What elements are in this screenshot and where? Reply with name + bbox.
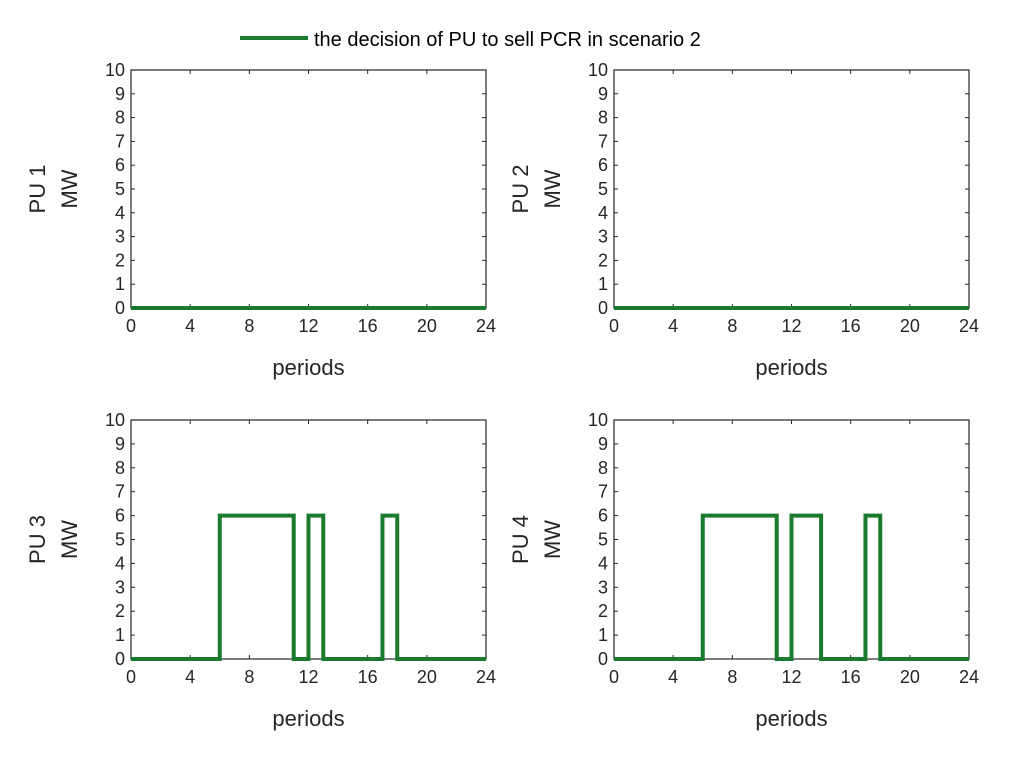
y-tick-label: 8 — [115, 108, 125, 128]
x-tick-label: 4 — [668, 667, 678, 687]
series-line — [131, 513, 486, 661]
y-tick-label: 0 — [115, 298, 125, 318]
x-tick-label: 24 — [476, 667, 496, 687]
y-tick-label: 5 — [598, 530, 608, 550]
y-tick-label: 0 — [598, 649, 608, 669]
x-tick-label: 16 — [841, 316, 861, 336]
y-axis-label-unit: MW — [540, 520, 565, 559]
y-tick-label: 2 — [115, 250, 125, 270]
y-tick-label: 9 — [115, 84, 125, 104]
x-tick-label: 8 — [727, 667, 737, 687]
y-tick-label: 6 — [115, 155, 125, 175]
y-tick-label: 0 — [598, 298, 608, 318]
y-tick-label: 4 — [598, 203, 608, 223]
y-tick-label: 3 — [598, 227, 608, 247]
y-tick-label: 8 — [598, 458, 608, 478]
y-tick-label: 4 — [115, 203, 125, 223]
y-tick-label: 6 — [115, 506, 125, 526]
y-tick-label: 7 — [115, 131, 125, 151]
axes-frame — [130, 69, 487, 309]
x-tick-label: 24 — [959, 316, 979, 336]
y-tick-label: 0 — [115, 649, 125, 669]
x-tick-label: 20 — [417, 316, 437, 336]
x-axis-label: periods — [272, 706, 344, 731]
x-tick-label: 4 — [185, 316, 195, 336]
y-tick-label: 9 — [598, 84, 608, 104]
y-tick-label: 8 — [598, 108, 608, 128]
axes-frame — [613, 69, 970, 309]
y-axis-label-unit-name: PU 1 — [25, 165, 50, 214]
x-tick-label: 16 — [358, 667, 378, 687]
y-tick-label: 7 — [598, 131, 608, 151]
series-line — [614, 513, 969, 661]
y-tick-label: 8 — [115, 458, 125, 478]
y-tick-label: 10 — [588, 60, 608, 80]
x-tick-label: 0 — [126, 316, 136, 336]
x-axis-label: periods — [272, 355, 344, 380]
y-tick-label: 5 — [115, 179, 125, 199]
x-tick-label: 8 — [244, 667, 254, 687]
x-tick-label: 12 — [781, 667, 801, 687]
y-tick-label: 7 — [598, 482, 608, 502]
x-tick-label: 0 — [609, 667, 619, 687]
y-tick-label: 10 — [588, 410, 608, 430]
x-tick-label: 4 — [668, 316, 678, 336]
y-tick-label: 3 — [598, 577, 608, 597]
y-tick-label: 3 — [115, 577, 125, 597]
legend-label: the decision of PU to sell PCR in scenar… — [314, 29, 701, 51]
y-tick-label: 2 — [115, 601, 125, 621]
x-axis-label: periods — [755, 706, 827, 731]
y-tick-label: 4 — [115, 553, 125, 573]
y-tick-label: 4 — [598, 553, 608, 573]
x-tick-label: 0 — [126, 667, 136, 687]
y-tick-label: 1 — [115, 274, 125, 294]
x-tick-label: 20 — [900, 316, 920, 336]
legend: the decision of PU to sell PCR in scenar… — [240, 29, 701, 51]
y-axis-label-unit-name: PU 3 — [25, 515, 50, 564]
y-tick-label: 9 — [115, 434, 125, 454]
y-axis-label-unit-name: PU 2 — [508, 165, 533, 214]
y-tick-label: 6 — [598, 506, 608, 526]
x-tick-label: 8 — [244, 316, 254, 336]
y-tick-label: 9 — [598, 434, 608, 454]
y-tick-label: 1 — [598, 274, 608, 294]
x-tick-label: 24 — [476, 316, 496, 336]
y-tick-label: 2 — [598, 250, 608, 270]
x-tick-label: 24 — [959, 667, 979, 687]
y-axis-label-unit-name: PU 4 — [508, 515, 533, 564]
x-tick-label: 4 — [185, 667, 195, 687]
y-tick-label: 7 — [115, 482, 125, 502]
x-tick-label: 16 — [841, 667, 861, 687]
x-tick-label: 12 — [298, 316, 318, 336]
y-tick-label: 3 — [115, 227, 125, 247]
x-tick-label: 12 — [781, 316, 801, 336]
y-axis-label-unit: MW — [540, 169, 565, 208]
y-axis-label-unit: MW — [57, 520, 82, 559]
y-tick-label: 5 — [598, 179, 608, 199]
y-tick-label: 1 — [115, 625, 125, 645]
y-axis-label-unit: MW — [57, 169, 82, 208]
y-tick-label: 1 — [598, 625, 608, 645]
x-tick-label: 16 — [358, 316, 378, 336]
x-axis-label: periods — [755, 355, 827, 380]
y-tick-label: 10 — [105, 60, 125, 80]
y-tick-label: 6 — [598, 155, 608, 175]
x-tick-label: 20 — [417, 667, 437, 687]
y-tick-label: 5 — [115, 530, 125, 550]
x-tick-label: 12 — [298, 667, 318, 687]
y-tick-label: 2 — [598, 601, 608, 621]
y-tick-label: 10 — [105, 410, 125, 430]
x-tick-label: 20 — [900, 667, 920, 687]
x-tick-label: 0 — [609, 316, 619, 336]
x-tick-label: 8 — [727, 316, 737, 336]
